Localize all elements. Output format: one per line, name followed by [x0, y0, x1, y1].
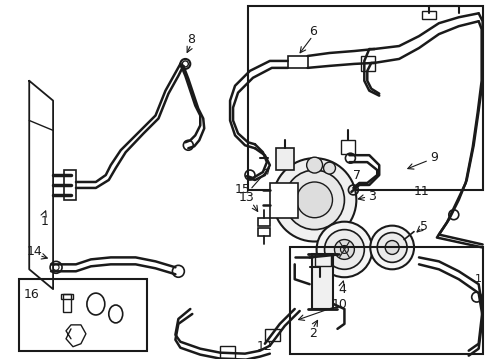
Bar: [220, 346, 235, 357]
Text: 5: 5: [419, 220, 427, 233]
Text: 3: 3: [367, 190, 375, 203]
Bar: [247, 6, 482, 190]
Bar: [61, 294, 73, 299]
Bar: [421, 11, 435, 19]
Circle shape: [340, 246, 347, 253]
Circle shape: [324, 230, 364, 269]
Bar: [63, 294, 71, 312]
Bar: [19, 279, 146, 351]
Bar: [341, 140, 355, 154]
Text: 10: 10: [331, 297, 346, 311]
Circle shape: [296, 182, 332, 218]
Bar: [257, 218, 269, 226]
Text: 11: 11: [413, 185, 429, 198]
Text: 16: 16: [23, 288, 39, 301]
Circle shape: [376, 233, 406, 262]
Text: 15: 15: [235, 184, 250, 197]
Text: 4: 4: [338, 283, 346, 296]
Bar: [314, 255, 330, 266]
Circle shape: [272, 158, 356, 242]
Text: 13: 13: [239, 192, 254, 204]
Bar: [289, 247, 482, 354]
Bar: [269, 183, 297, 218]
Text: 8: 8: [187, 33, 195, 46]
Circle shape: [316, 222, 371, 277]
Text: 12: 12: [257, 340, 272, 353]
Circle shape: [334, 239, 354, 260]
Text: 14: 14: [26, 245, 42, 258]
Bar: [361, 56, 374, 71]
Circle shape: [385, 240, 398, 255]
Circle shape: [306, 157, 322, 173]
Circle shape: [284, 170, 344, 230]
Bar: [64, 170, 76, 200]
Text: 2: 2: [308, 327, 316, 340]
Text: 9: 9: [429, 151, 437, 164]
Circle shape: [323, 162, 335, 174]
Bar: [264, 329, 279, 341]
Text: 7: 7: [353, 168, 361, 181]
Bar: [275, 148, 293, 170]
Text: 6: 6: [308, 24, 316, 38]
Text: 1: 1: [474, 274, 481, 284]
Circle shape: [369, 226, 413, 269]
Text: 1: 1: [40, 215, 48, 228]
Bar: [287, 56, 307, 68]
Bar: [311, 255, 333, 309]
Bar: [257, 228, 269, 235]
